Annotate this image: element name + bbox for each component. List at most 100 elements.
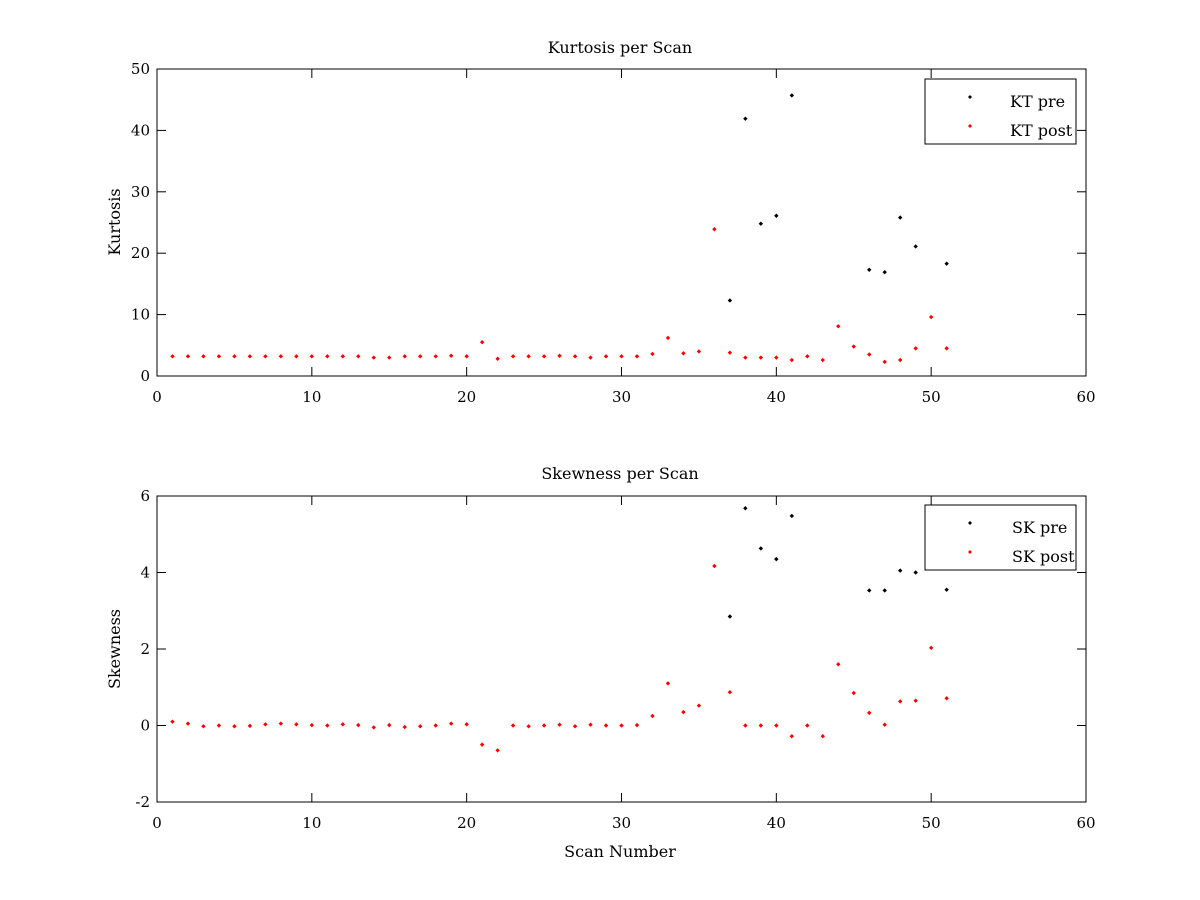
data-point-kt-post [619, 354, 624, 359]
data-point-kt-post [913, 346, 918, 351]
data-point-sk-post [572, 724, 578, 729]
data-point-kt-post [387, 355, 392, 360]
y-tick-label: 40 [131, 121, 150, 139]
data-point-sk-post [526, 724, 531, 729]
data-point-kt-post [603, 354, 609, 359]
data-point-kt-pre [758, 221, 764, 226]
y-tick-label: 10 [131, 306, 150, 324]
data-point-sk-post [727, 690, 733, 695]
x-tick-label: 0 [152, 388, 162, 406]
data-point-sk-post [898, 699, 903, 704]
legend-marker-kt-pre [968, 95, 972, 99]
data-point-sk-post [665, 681, 671, 686]
legend-label-kt-post: KT post [1010, 121, 1073, 140]
data-point-sk-post [944, 696, 949, 701]
data-point-kt-post [541, 354, 547, 359]
data-point-sk-post [278, 721, 284, 726]
data-point-sk-pre [727, 614, 733, 619]
data-point-sk-pre [774, 556, 779, 562]
data-point-sk-post [309, 722, 315, 728]
data-point-sk-post [170, 719, 175, 724]
data-point-kt-post [356, 354, 361, 359]
data-point-kt-post [510, 354, 516, 359]
data-point-sk-post [356, 722, 361, 728]
data-point-kt-post [433, 354, 438, 359]
data-point-sk-post [696, 703, 702, 708]
data-point-kt-post [805, 354, 810, 359]
x-tick-label: 60 [1076, 388, 1095, 406]
data-point-kt-post [820, 357, 825, 363]
data-point-sk-post [588, 722, 593, 727]
x-tick-label: 60 [1076, 814, 1095, 832]
data-point-kt-post [665, 335, 671, 341]
chart-title: Kurtosis per Scan [548, 38, 692, 57]
data-point-kt-post [526, 354, 531, 359]
data-point-sk-pre [944, 587, 949, 592]
legend-label-sk-pre: SK pre [1012, 518, 1067, 537]
data-points [170, 93, 949, 365]
data-point-sk-post [619, 723, 624, 728]
data-point-kt-pre [774, 213, 779, 218]
x-tick-label: 10 [302, 388, 321, 406]
data-point-kt-post [185, 354, 191, 359]
data-point-sk-pre [743, 506, 748, 511]
data-point-sk-post [805, 723, 810, 728]
data-point-sk-post [634, 722, 640, 728]
data-point-kt-post [588, 355, 593, 360]
x-axis-title: Scan Number [564, 842, 676, 861]
data-point-sk-pre [758, 546, 764, 551]
data-point-kt-post [464, 354, 469, 359]
x-tick-label: 30 [612, 814, 631, 832]
data-point-kt-post [789, 357, 795, 363]
data-point-sk-post [928, 645, 934, 651]
legend: KT pre KT post [924, 78, 1077, 145]
data-point-kt-post [681, 351, 686, 356]
data-point-kt-pre [743, 116, 748, 121]
x-tick-label: 0 [152, 814, 162, 832]
y-tick-label: 30 [131, 183, 150, 201]
data-point-kt-post [634, 354, 640, 359]
data-point-kt-post [712, 227, 717, 232]
data-point-kt-post [836, 324, 841, 329]
data-point-sk-post [650, 713, 655, 719]
x-tick-label: 40 [767, 388, 786, 406]
y-tick-label: 50 [131, 60, 150, 78]
data-point-sk-pre [898, 568, 903, 573]
data-point-sk-post [913, 698, 918, 703]
data-point-kt-post [294, 354, 299, 359]
data-point-sk-post [557, 722, 562, 727]
data-point-sk-pre [913, 570, 918, 575]
data-point-kt-pre [867, 267, 872, 272]
skewness-chart: Skewness per Scan Scan Number Skewness 0… [105, 464, 1096, 861]
data-point-sk-post [479, 742, 485, 747]
data-point-sk-post [758, 723, 764, 728]
y-tick-label: 6 [140, 487, 150, 505]
data-point-sk-post [294, 722, 299, 727]
data-point-sk-pre [867, 588, 872, 593]
legend-label-kt-pre: KT pre [1010, 92, 1065, 111]
data-point-kt-post [944, 346, 949, 351]
legend-marker-kt-post [968, 124, 972, 128]
x-tick-label: 50 [922, 388, 941, 406]
data-point-sk-post [541, 723, 547, 728]
x-tick-label: 50 [922, 814, 941, 832]
data-point-kt-post [650, 351, 655, 357]
data-point-kt-pre [727, 298, 733, 303]
data-point-kt-post [402, 354, 407, 359]
data-point-sk-post [464, 722, 469, 727]
y-tick-label: 20 [131, 244, 150, 262]
data-point-sk-post [603, 723, 609, 728]
data-point-sk-pre [789, 513, 795, 519]
legend-box [924, 78, 1077, 145]
data-point-sk-post [216, 723, 222, 728]
data-point-sk-post [201, 724, 206, 729]
data-point-kt-post [232, 354, 237, 359]
kurtosis-chart: Kurtosis per Scan Kurtosis 0 10 20 30 40 50 60… [105, 38, 1096, 406]
legend-box [924, 504, 1077, 571]
data-point-sk-post [402, 724, 407, 730]
data-point-sk-post [387, 722, 392, 728]
data-point-sk-post [820, 734, 825, 739]
